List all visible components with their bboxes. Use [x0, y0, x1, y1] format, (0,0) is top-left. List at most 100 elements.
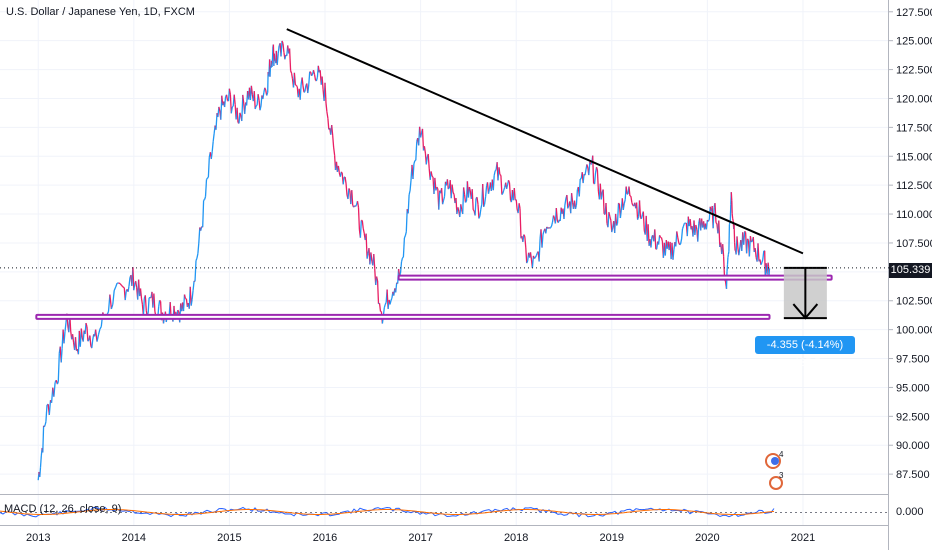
price-segment: [607, 212, 610, 228]
price-segment: [231, 105, 234, 108]
price-segment: [413, 160, 416, 165]
price-segment: [110, 304, 114, 310]
event-markers[interactable]: 4 3: [765, 450, 784, 490]
price-segment: [472, 209, 475, 212]
price-segment: [64, 322, 67, 332]
price-segment: [337, 165, 340, 173]
price-segment: [746, 238, 750, 241]
y-tick-label: 120.000: [896, 93, 932, 105]
macd-legend-label[interactable]: MACD (12, 26, close, 9): [4, 503, 122, 515]
price-segment: [375, 276, 379, 282]
price-segment: [462, 187, 465, 215]
price-segment: [452, 192, 455, 195]
price-segment: [518, 203, 521, 209]
price-segment: [42, 425, 45, 453]
price-segment: [80, 328, 83, 338]
price-segment: [295, 84, 298, 88]
price-segment: [253, 91, 256, 110]
price-segment: [609, 216, 612, 221]
price-segment: [389, 300, 392, 305]
price-segment: [331, 125, 334, 136]
price-segment: [697, 223, 700, 242]
price-segment: [109, 294, 113, 310]
price-segment: [402, 237, 406, 258]
price-segment: [608, 212, 611, 217]
price-segment: [555, 208, 558, 221]
price-segment: [434, 177, 437, 191]
price-segment: [238, 112, 241, 124]
price-segment: [431, 175, 434, 178]
price-segment: [215, 113, 218, 130]
price-segment: [564, 198, 567, 206]
price-segment: [45, 405, 48, 422]
price-segment: [619, 209, 622, 219]
price-segment: [501, 193, 504, 195]
price-segment: [483, 203, 486, 208]
price-segment: [120, 284, 124, 288]
y-tick-label: 127.500: [896, 7, 932, 19]
price-segment: [550, 225, 553, 228]
price-segment: [503, 187, 506, 191]
x-tick-label: 2019: [600, 532, 624, 544]
price-segment: [595, 167, 599, 171]
price-segment: [119, 283, 122, 286]
price-segment: [206, 176, 209, 179]
price-segment: [211, 141, 214, 152]
price-segment: [373, 254, 376, 269]
price-segment: [471, 189, 474, 210]
price-segment: [332, 135, 335, 148]
price-segment: [423, 146, 427, 154]
price-segment: [479, 209, 482, 216]
x-tick-label: 2020: [695, 532, 719, 544]
y-tick-label: 122.500: [896, 65, 932, 77]
support-line: [35, 313, 771, 320]
price-segment: [250, 85, 254, 95]
price-segment: [436, 186, 439, 190]
price-segment: [408, 190, 411, 196]
price-segment: [642, 211, 645, 231]
price-segment: [462, 187, 466, 195]
price-segment: [200, 226, 203, 231]
y-tick-label: 110.000: [896, 209, 932, 221]
price-segment: [729, 204, 732, 221]
price-segment: [714, 203, 717, 223]
price-segment: [447, 187, 450, 190]
y-tick-label: 117.500: [896, 122, 932, 134]
price-segment: [541, 234, 544, 248]
price-segment: [239, 112, 242, 117]
price-segment: [264, 87, 267, 91]
price-segment: [144, 295, 147, 311]
price-segment: [223, 96, 227, 108]
price-segment: [474, 198, 477, 216]
event-marker-us-icon-inner: [771, 457, 779, 465]
price-segment: [115, 282, 118, 288]
macd-zero-label: 0.000: [896, 506, 924, 518]
price-segment: [534, 255, 537, 258]
price-segment: [293, 72, 297, 86]
measure-tooltip[interactable]: -4.355 (-4.14%) -435.5: [755, 336, 855, 369]
price-segment: [677, 236, 680, 243]
price-segment: [365, 233, 368, 259]
price-segment: [39, 455, 42, 468]
price-segment: [191, 290, 194, 300]
pane-borders: [0, 0, 889, 550]
price-segment: [430, 171, 433, 177]
price-segment: [757, 243, 760, 262]
price-segment: [303, 91, 306, 93]
price-segment: [124, 291, 127, 301]
price-segment: [622, 203, 625, 210]
price-segment: [768, 268, 771, 276]
y-tick-label: 100.000: [896, 325, 932, 337]
price-segment: [313, 74, 317, 81]
price-segment: [493, 170, 496, 176]
y-tick-label: 90.000: [896, 440, 930, 452]
x-tick-label: 2016: [313, 532, 337, 544]
macd-line: [0, 506, 775, 518]
annotations: [35, 28, 833, 320]
y-tick-label: 102.500: [896, 296, 932, 308]
price-segment: [482, 183, 485, 207]
event-marker-jp-icon[interactable]: [769, 476, 783, 490]
trendline: [286, 28, 804, 255]
